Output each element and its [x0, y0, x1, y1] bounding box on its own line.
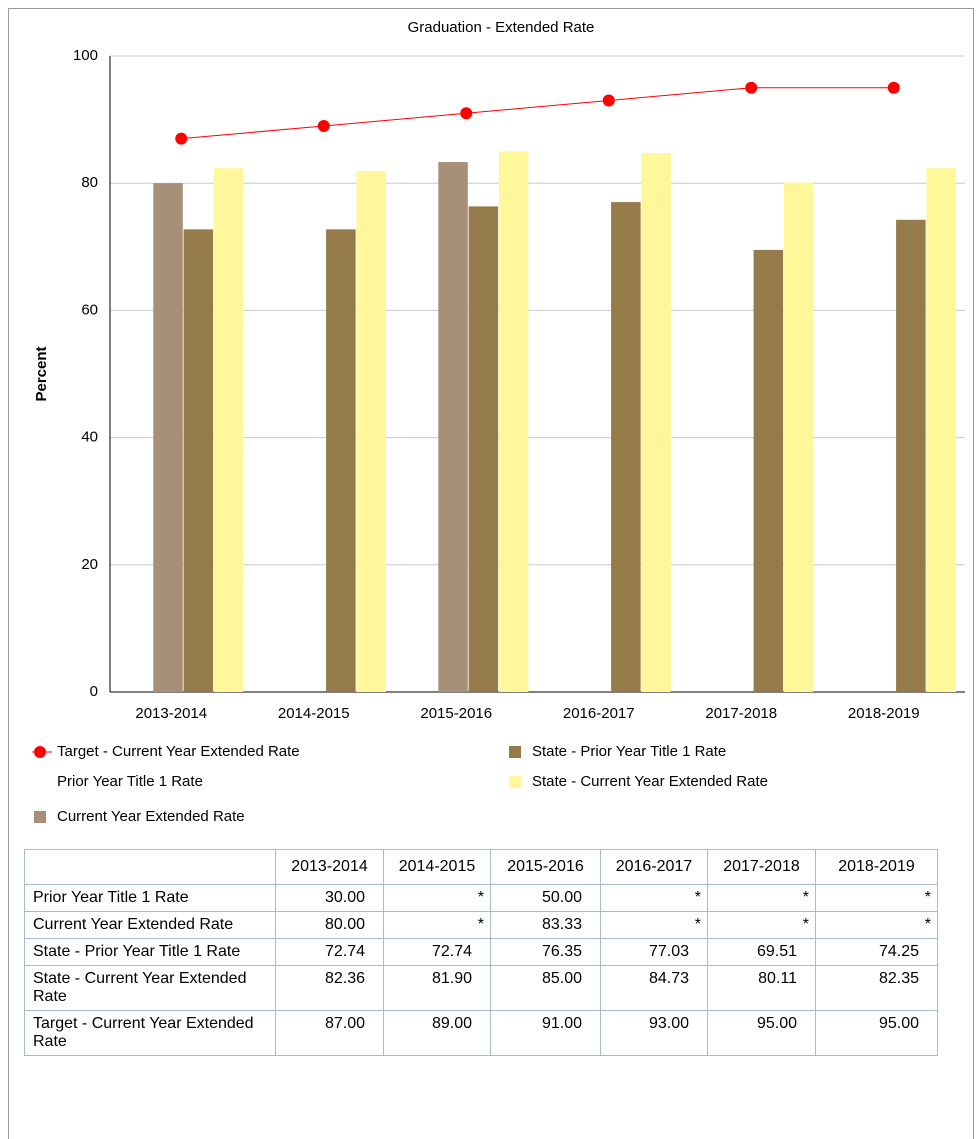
legend-label: Current Year Extended Rate: [57, 808, 245, 825]
x-tick-label: 2015-2016: [420, 705, 492, 722]
table-cell: 50.00: [490, 884, 601, 912]
table-cell: 91.00: [490, 1010, 601, 1056]
legend-swatch: [509, 746, 521, 758]
x-tick-label: 2013-2014: [135, 705, 207, 722]
bar: [326, 229, 356, 692]
table-cell: 80.00: [275, 911, 384, 939]
bar: [408, 374, 438, 692]
header-cell: 2014-2015: [383, 849, 491, 885]
bar: [153, 183, 183, 692]
marker: [602, 94, 615, 107]
row-label: State - Current Year Extended Rate: [24, 965, 276, 1011]
table-cell: *: [600, 884, 708, 912]
data-table: 2013-2014 2014-2015 2015-2016 2016-2017 2017…: [24, 849, 938, 1056]
header-cell: 2015-2016: [490, 849, 601, 885]
y-tick-label: 20: [81, 556, 98, 573]
bar: [183, 229, 214, 692]
header-cell: 2018-2019: [815, 849, 938, 885]
table-cell: *: [707, 884, 816, 912]
line: [181, 87, 894, 140]
x-tick-label: 2016-2017: [563, 705, 635, 722]
legend-swatch: [34, 811, 46, 823]
bar: [641, 153, 671, 693]
table-cell: *: [600, 911, 708, 939]
bar: [438, 162, 468, 693]
table-cell: 89.00: [383, 1010, 491, 1056]
y-tick-label: 40: [81, 429, 98, 446]
y-axis-label: Percent: [33, 346, 50, 401]
legend-marker: [34, 746, 46, 758]
bar: [123, 501, 153, 692]
table-cell: 83.33: [490, 911, 601, 939]
marker: [175, 132, 188, 145]
bar: [753, 249, 784, 693]
table-cell: 81.90: [383, 965, 491, 1011]
y-tick-label: 100: [73, 47, 98, 64]
x-tick-label: 2018-2019: [848, 705, 920, 722]
chart: Graduation - Extended Rate Percent 0 20 40…: [32, 19, 965, 825]
table-cell: *: [383, 911, 491, 939]
bar: [213, 168, 244, 692]
chart-title: Graduation - Extended Rate: [408, 19, 595, 36]
header-cell: 2013-2014: [275, 849, 384, 885]
legend-label: State - Current Year Extended Rate: [532, 773, 768, 790]
bar: [468, 206, 499, 692]
table-cell: 77.03: [600, 938, 708, 966]
bar: [896, 219, 926, 692]
y-tick-label: 0: [90, 683, 98, 700]
header-row: 2013-2014 2014-2015 2015-2016 2016-2017 2017…: [24, 849, 938, 885]
marker: [460, 107, 473, 120]
table-cell: 87.00: [275, 1010, 384, 1056]
marker: [887, 81, 900, 94]
marker: [745, 81, 758, 94]
table-cell: 93.00: [600, 1010, 708, 1056]
row-label: State - Prior Year Title 1 Rate: [24, 938, 276, 966]
y-tick-label: 60: [81, 301, 98, 318]
table-cell: 69.51: [707, 938, 816, 966]
table-row: Current Year Extended Rate 80.00 * 83.33 * * *: [24, 911, 938, 939]
bar: [611, 202, 641, 692]
legend-swatch: [34, 776, 46, 788]
legend-label: Prior Year Title 1 Rate: [57, 773, 203, 790]
frame: [8, 8, 974, 1139]
row-label: Current Year Extended Rate: [24, 911, 276, 939]
row-label: Prior Year Title 1 Rate: [24, 884, 276, 912]
table-cell: *: [815, 884, 938, 912]
bar: [498, 151, 529, 692]
table-row: State - Prior Year Title 1 Rate 72.74 72.7…: [24, 938, 938, 966]
table-cell: 85.00: [490, 965, 601, 1011]
header-cell: 2016-2017: [600, 849, 708, 885]
table-cell: 95.00: [707, 1010, 816, 1056]
table-cell: 84.73: [600, 965, 708, 1011]
y-tick-label: 80: [81, 174, 98, 191]
bar: [783, 182, 814, 692]
table-cell: *: [707, 911, 816, 939]
table-cell: 72.74: [383, 938, 491, 966]
table-cell: 76.35: [490, 938, 601, 966]
legend-swatch: [509, 776, 521, 788]
x-tick-label: 2017-2018: [705, 705, 777, 722]
table-row: State - Current Year Extended Rate 82.36 8…: [24, 965, 938, 1011]
marker: [317, 119, 330, 132]
table-row: Prior Year Title 1 Rate 30.00 * 50.00 * * *: [24, 884, 938, 912]
header-cell: 2017-2018: [707, 849, 816, 885]
table-cell: 74.25: [815, 938, 938, 966]
row-label: Target - Current Year Extended Rate: [24, 1010, 276, 1056]
bar: [356, 171, 386, 693]
table-row: Target - Current Year Extended Rate 87.00…: [24, 1010, 938, 1056]
bar: [926, 168, 956, 692]
table-cell: 72.74: [275, 938, 384, 966]
table-cell: 30.00: [275, 884, 384, 912]
table-cell: *: [383, 884, 491, 912]
legend-label: Target - Current Year Extended Rate: [57, 743, 300, 760]
table-cell: 95.00: [815, 1010, 938, 1056]
x-tick-label: 2014-2015: [278, 705, 350, 722]
table-cell: 80.11: [707, 965, 816, 1011]
table-cell: 82.36: [275, 965, 384, 1011]
table-cell: *: [815, 911, 938, 939]
header-cell: [24, 849, 276, 885]
legend-label: State - Prior Year Title 1 Rate: [532, 743, 726, 760]
table-cell: 82.35: [815, 965, 938, 1011]
